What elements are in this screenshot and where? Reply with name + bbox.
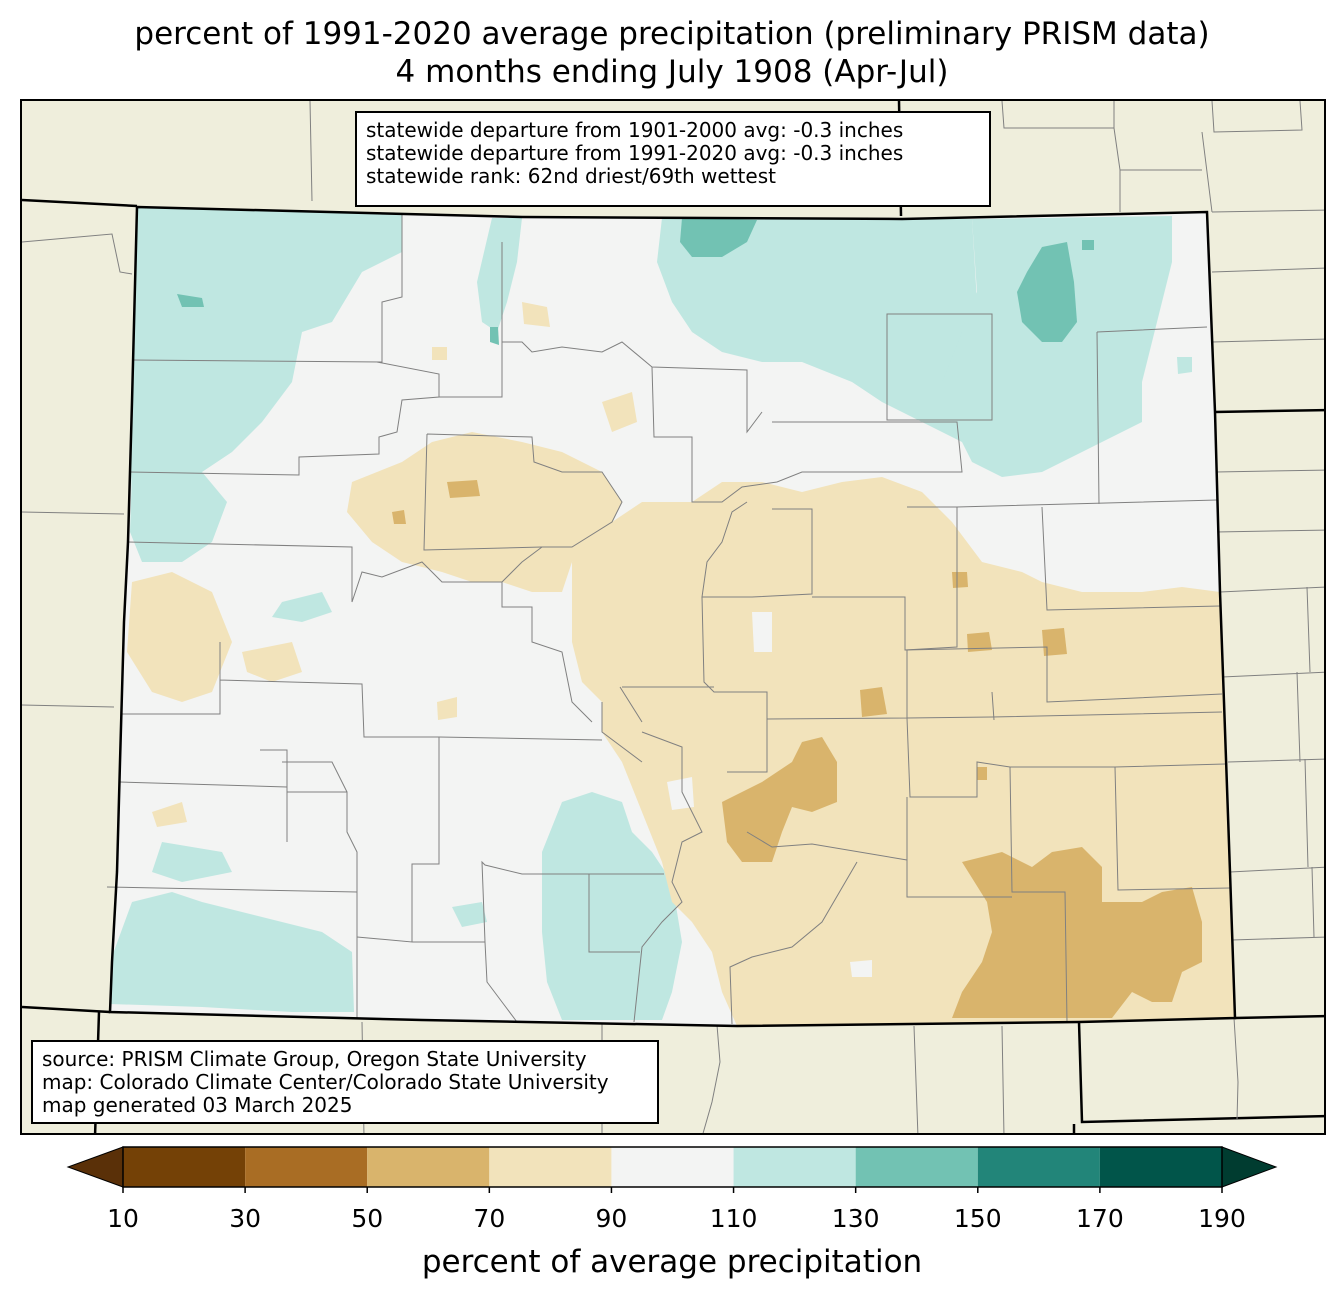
colorbar-bin-1 xyxy=(245,1147,368,1187)
colorbar-tick-label: 70 xyxy=(473,1204,506,1233)
colorbar-label: percent of average precipitation xyxy=(421,1244,923,1280)
stats-line-2: statewide departure from 1991-2020 avg: … xyxy=(366,141,904,165)
colorbar-tick-label: 130 xyxy=(831,1204,880,1233)
colorbar-tick-label: 50 xyxy=(351,1204,384,1233)
colorbar-tick-label: 170 xyxy=(1076,1204,1124,1233)
colorbar-bin-4 xyxy=(611,1147,734,1187)
colorbar-bin-0 xyxy=(123,1147,246,1187)
colorbar-tick-label: 10 xyxy=(107,1204,139,1233)
colorbar-bin-8 xyxy=(1099,1147,1222,1187)
colorbar-bin-2 xyxy=(367,1147,490,1187)
map-title-line-1: percent of 1991-2020 average precipitati… xyxy=(134,16,1210,52)
statewide-stats-box: statewide departure from 1901-2000 avg: … xyxy=(355,111,991,207)
source-credits-box: source: PRISM Climate Group, Oregon Stat… xyxy=(31,1040,659,1124)
map-title-line-2: 4 months ending July 1908 (Apr-Jul) xyxy=(395,54,949,90)
stats-line-3: statewide rank: 62nd driest/69th wettest xyxy=(366,164,776,188)
source-line-3: map generated 03 March 2025 xyxy=(42,1093,353,1117)
precip-anomaly-contours xyxy=(110,207,1235,1026)
precipitation-map xyxy=(22,101,1324,1133)
stats-line-1: statewide departure from 1901-2000 avg: … xyxy=(366,118,904,142)
colorbar-bin-6 xyxy=(855,1147,978,1187)
colorbar-tick-label: 30 xyxy=(229,1204,262,1233)
colorbar-tick-label: 110 xyxy=(709,1204,758,1233)
colorbar-tick-label: 150 xyxy=(953,1204,1002,1233)
colorbar-bin-7 xyxy=(977,1147,1100,1187)
colorbar-tick-label: 90 xyxy=(595,1204,628,1233)
colorbar-frame xyxy=(122,1146,1223,1188)
colorado-state-boundary xyxy=(108,205,1237,1028)
colorbar-over-arrow xyxy=(1221,1146,1278,1188)
colorbar-tick-label: 190 xyxy=(1198,1204,1246,1233)
source-line-2: map: Colorado Climate Center/Colorado St… xyxy=(42,1070,609,1094)
colorbar-bin-5 xyxy=(733,1147,856,1187)
colorbar xyxy=(66,1146,1278,1193)
colorado-county-lines xyxy=(106,214,1231,1025)
map-panel xyxy=(20,99,1326,1135)
colorbar-bin-3 xyxy=(489,1147,612,1187)
source-line-1: source: PRISM Climate Group, Oregon Stat… xyxy=(42,1047,587,1071)
colorbar-under-arrow xyxy=(66,1146,124,1188)
